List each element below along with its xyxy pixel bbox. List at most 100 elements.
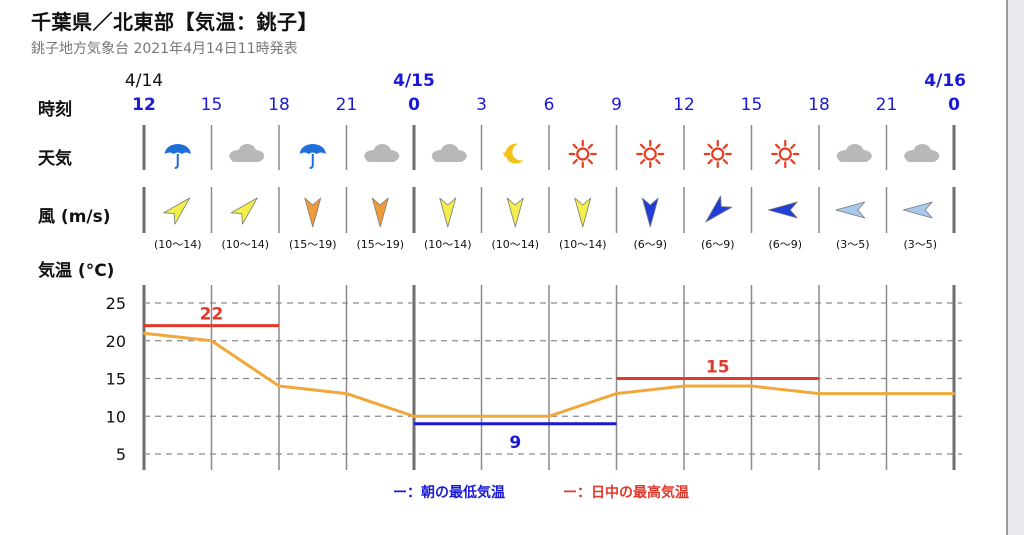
wind-arrow-icon bbox=[439, 197, 457, 228]
temperature-point bbox=[480, 415, 483, 418]
wind-speed-label: (10〜14) bbox=[559, 238, 607, 251]
date-label: 4/14 bbox=[125, 71, 163, 91]
hour-label: 18 bbox=[808, 95, 830, 115]
temperature-point bbox=[615, 392, 618, 395]
scroll-track-border bbox=[1006, 0, 1008, 535]
wind-arrow-shape bbox=[641, 197, 659, 228]
cloud-base bbox=[838, 155, 869, 162]
temperature-point bbox=[210, 339, 213, 342]
wind-speed-label: (15〜19) bbox=[289, 238, 337, 251]
wind-row-label: 風 (m/s) bbox=[38, 207, 111, 227]
hour-label: 21 bbox=[336, 95, 358, 115]
cloud-base bbox=[433, 155, 464, 162]
cloud-icon bbox=[431, 144, 467, 162]
wind-speed-label: (10〜14) bbox=[221, 238, 269, 251]
wind-arrow-icon bbox=[163, 197, 191, 225]
date-label: 4/15 bbox=[393, 71, 435, 91]
umbrella-canopy bbox=[164, 144, 191, 154]
sun-ray bbox=[774, 158, 781, 165]
wind-arrow-icon bbox=[767, 201, 798, 219]
y-tick-label: 20 bbox=[106, 332, 126, 351]
wind-arrow-icon bbox=[371, 197, 389, 228]
umbrella-handle bbox=[309, 154, 314, 169]
sun-ray bbox=[707, 158, 713, 165]
sun-icon bbox=[636, 139, 665, 169]
sun-disc bbox=[576, 147, 590, 161]
temperature-point bbox=[952, 392, 956, 395]
wind-arrow-shape bbox=[767, 201, 798, 219]
wind-arrow-icon bbox=[705, 195, 733, 223]
sun-ray bbox=[587, 143, 594, 150]
hour-label: 9 bbox=[611, 95, 622, 115]
temperature-point bbox=[412, 415, 416, 418]
temperature-point bbox=[682, 384, 686, 388]
wind-speed-label: (6〜9) bbox=[768, 238, 802, 251]
hour-label: 15 bbox=[201, 95, 223, 115]
sun-ray bbox=[774, 143, 781, 150]
min-temp-label: 9 bbox=[509, 433, 521, 453]
wind-arrow-shape bbox=[230, 197, 258, 225]
weather-row-label: 天気 bbox=[38, 148, 72, 169]
max-temp-label: 15 bbox=[706, 358, 730, 378]
wind-arrow-shape bbox=[439, 197, 457, 228]
temperature-point bbox=[142, 332, 146, 335]
sun-icon bbox=[568, 139, 597, 169]
sun-disc bbox=[778, 147, 792, 161]
sun-ray bbox=[639, 143, 646, 150]
wind-speed-label: (6〜9) bbox=[633, 238, 667, 251]
sun-disc bbox=[711, 147, 725, 161]
wind-speed-label: (3〜5) bbox=[903, 238, 937, 251]
hour-label: 6 bbox=[544, 95, 555, 115]
moon-star bbox=[502, 150, 511, 158]
issue-info: 銚子地方気象台 2021年4月14日11時発表 bbox=[31, 41, 298, 57]
moon-crescent bbox=[505, 143, 524, 164]
wind-arrow-shape bbox=[902, 201, 933, 219]
temp-row-label: 気温 (°C) bbox=[37, 260, 114, 281]
scrollbar[interactable] bbox=[1008, 0, 1024, 535]
moon-icon bbox=[502, 143, 524, 164]
y-tick-label: 10 bbox=[106, 407, 126, 426]
sun-disc bbox=[643, 147, 657, 161]
cloud-base bbox=[366, 155, 397, 162]
wind-speed-label: (3〜5) bbox=[836, 238, 870, 251]
sun-ray bbox=[587, 158, 594, 165]
cloud-icon bbox=[229, 144, 265, 162]
temperature-point bbox=[817, 392, 821, 395]
cloud-icon bbox=[836, 144, 872, 162]
date-label: 4/16 bbox=[924, 71, 966, 91]
hour-label: 21 bbox=[876, 95, 898, 115]
wind-arrow-shape bbox=[506, 197, 524, 228]
wind-arrow-shape bbox=[304, 197, 322, 228]
umbrella-icon bbox=[164, 144, 191, 169]
wind-arrow-shape bbox=[835, 201, 866, 219]
legend-min: ー：朝の最低気温 bbox=[393, 484, 505, 501]
cloud-base bbox=[906, 155, 937, 162]
temperature-point bbox=[885, 392, 888, 395]
wind-arrow-icon bbox=[506, 197, 524, 228]
sun-ray bbox=[790, 143, 796, 150]
wind-arrow-icon bbox=[835, 201, 866, 219]
sun-ray bbox=[655, 158, 661, 165]
cloud-icon bbox=[364, 144, 400, 162]
wind-arrow-icon bbox=[902, 201, 933, 219]
wind-arrow-icon bbox=[304, 197, 322, 228]
sun-ray bbox=[572, 158, 578, 165]
y-tick-label: 5 bbox=[116, 445, 126, 464]
y-tick-label: 15 bbox=[106, 370, 126, 389]
temperature-point bbox=[547, 415, 551, 418]
sun-ray bbox=[639, 158, 646, 165]
sun-ray bbox=[722, 143, 729, 150]
wind-speed-label: (10〜14) bbox=[154, 238, 202, 251]
sun-ray bbox=[707, 143, 713, 150]
temperature-point bbox=[750, 384, 753, 388]
sun-icon bbox=[703, 139, 732, 169]
sun-ray bbox=[655, 143, 661, 150]
wind-arrow-icon bbox=[574, 197, 592, 228]
time-row-label: 時刻 bbox=[38, 99, 72, 120]
wind-arrow-icon bbox=[641, 197, 659, 228]
temperature-point bbox=[345, 392, 348, 395]
wind-speed-label: (15〜19) bbox=[356, 238, 404, 251]
umbrella-canopy bbox=[299, 144, 326, 154]
hour-label: 0 bbox=[408, 95, 420, 115]
sun-ray bbox=[790, 158, 796, 165]
